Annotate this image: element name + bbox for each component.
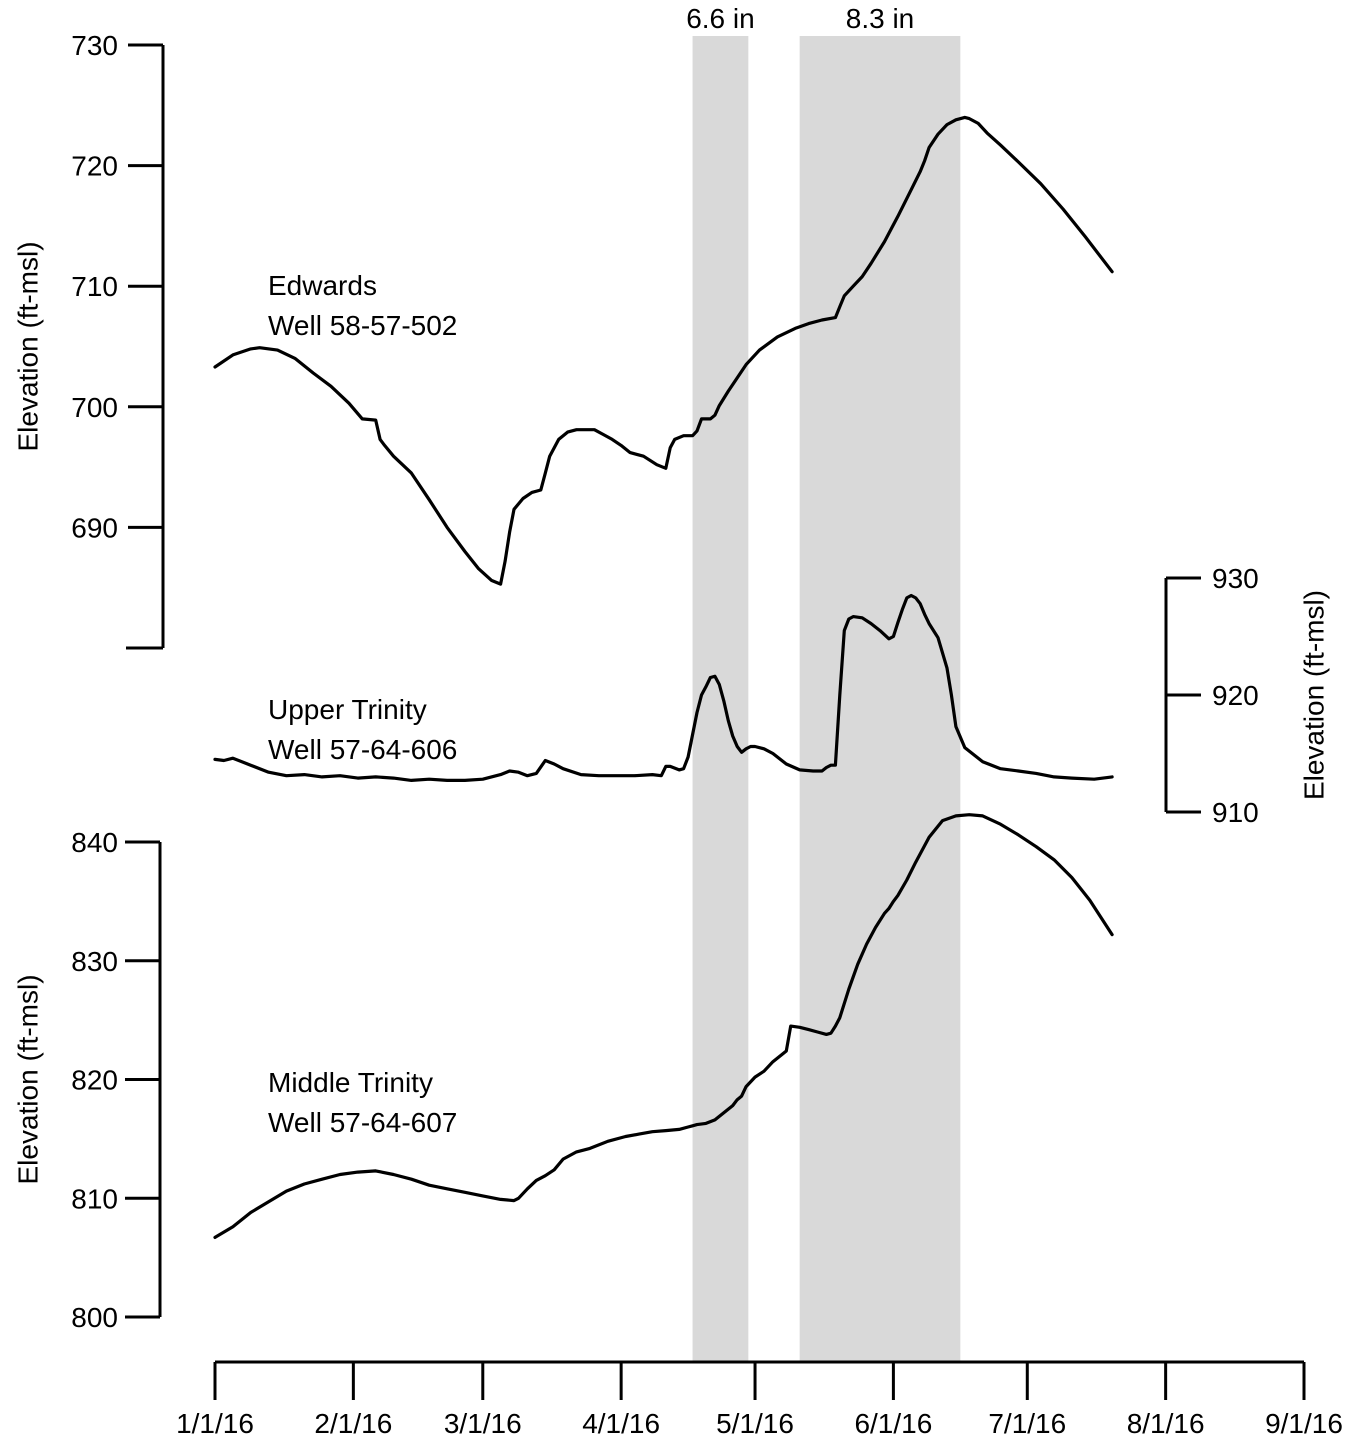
x-tick-label-8: 9/1/16 (1265, 1408, 1343, 1439)
middle-y-tick-label-820: 820 (71, 1065, 118, 1096)
x-tick-label-6: 7/1/16 (988, 1408, 1066, 1439)
x-tick-label-0: 1/1/16 (176, 1408, 254, 1439)
middle-y-tick-label-810: 810 (71, 1183, 118, 1214)
series-lines (213, 115, 1114, 1240)
x-tick-label-1: 2/1/16 (314, 1408, 392, 1439)
x-tick-label-2: 3/1/16 (444, 1408, 522, 1439)
upper-y-tick-label-930: 930 (1212, 563, 1259, 594)
middle-y-axis-title: Elevation (ft-msl) (12, 974, 43, 1184)
upper-series-label-well: Well 57-64-606 (268, 734, 457, 765)
upper-y-tick-label-920: 920 (1212, 680, 1259, 711)
middle-y-tick-label-830: 830 (71, 946, 118, 977)
axes (125, 43, 1306, 1400)
x-tick-label-4: 5/1/16 (716, 1408, 794, 1439)
upper-y-tick-label-910: 910 (1212, 797, 1259, 828)
middle-series-label-well: Well 57-64-607 (268, 1107, 457, 1138)
chart-text: 6.6 in 8.3 in 730 720 710 700 690 Elevation (ft… (12, 3, 1343, 1439)
rain-band-2 (799, 36, 961, 1362)
edwards-series-label-well: Well 58-57-502 (268, 310, 457, 341)
edwards-y-tick-label-690: 690 (71, 512, 118, 543)
middle-series-label-name: Middle Trinity (268, 1067, 433, 1098)
edwards-y-tick-label-720: 720 (71, 151, 118, 182)
edwards-y-tick-label-700: 700 (71, 392, 118, 423)
rain-total-label-1: 6.6 in (686, 3, 755, 34)
edwards-y-tick-label-710: 710 (71, 271, 118, 302)
edwards-series-line (213, 115, 1114, 586)
middle-y-tick-label-840: 840 (71, 827, 118, 858)
middle-y-tick-label-800: 800 (71, 1302, 118, 1333)
upper-y-axis-title: Elevation (ft-msl) (1298, 590, 1329, 800)
middle-series-line (213, 813, 1114, 1240)
x-tick-label-3: 4/1/16 (582, 1408, 660, 1439)
edwards-series-label-name: Edwards (268, 270, 377, 301)
upper-series-line (213, 593, 1114, 783)
upper-series-label-name: Upper Trinity (268, 694, 427, 725)
rain-total-label-2: 8.3 in (846, 3, 915, 34)
rainfall-bands (692, 36, 961, 1362)
x-tick-label-7: 8/1/16 (1127, 1408, 1205, 1439)
edwards-y-tick-label-730: 730 (71, 30, 118, 61)
edwards-y-axis-title: Elevation (ft-msl) (12, 241, 43, 451)
x-tick-label-5: 6/1/16 (854, 1408, 932, 1439)
